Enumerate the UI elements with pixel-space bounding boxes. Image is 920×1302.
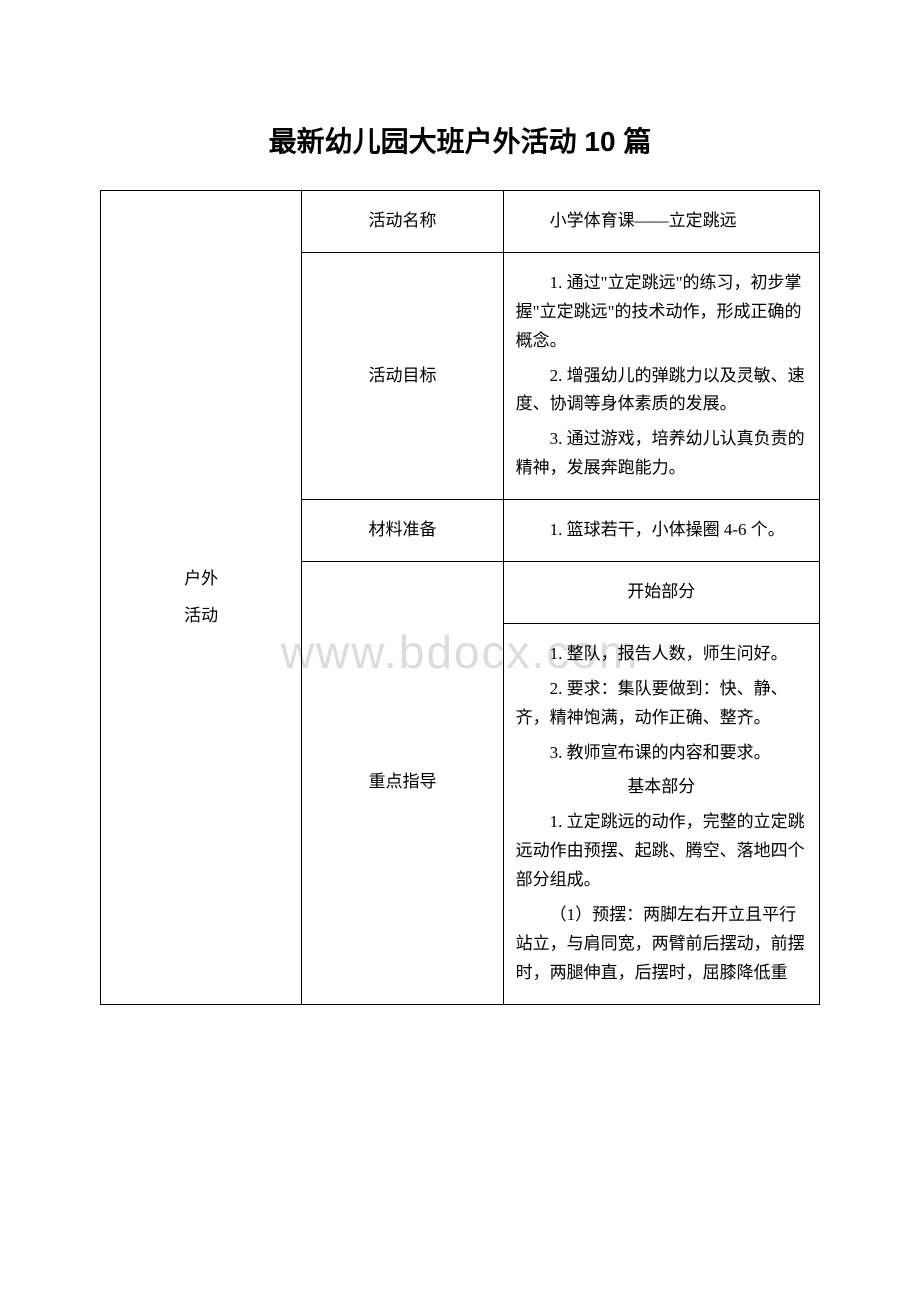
table-wrapper: 户外 活动 活动名称 小学体育课——立定跳远 活动目标 1. 通过"立定跳远"的… xyxy=(100,190,820,1005)
guidance-s2-item-2: （1）预摆：两脚左右开立且平行站立，与肩同宽，两臂前后摆动，前摆时，两腿伸直，后… xyxy=(516,901,807,988)
goal-item-3: 3. 通过游戏，培养幼儿认真负责的精神，发展奔跑能力。 xyxy=(516,425,807,483)
row-label-materials: 材料准备 xyxy=(302,500,503,562)
guidance-section1-title-cell: 开始部分 xyxy=(503,562,819,624)
activity-name-text: 小学体育课——立定跳远 xyxy=(516,207,807,236)
category-line1: 户外 xyxy=(111,560,291,597)
guidance-content: 1. 整队，报告人数，师生问好。 2. 要求：集队要做到：快、静、齐，精神饱满，… xyxy=(503,623,819,1004)
goal-item-2: 2. 增强幼儿的弹跳力以及灵敏、速度、协调等身体素质的发展。 xyxy=(516,362,807,420)
activity-name-content: 小学体育课——立定跳远 xyxy=(503,191,819,253)
guidance-s1-item-1: 1. 整队，报告人数，师生问好。 xyxy=(516,640,807,669)
activity-table: 户外 活动 活动名称 小学体育课——立定跳远 活动目标 1. 通过"立定跳远"的… xyxy=(100,190,820,1005)
goal-item-1: 1. 通过"立定跳远"的练习，初步掌握"立定跳远"的技术动作，形成正确的概念。 xyxy=(516,269,807,356)
activity-goal-content: 1. 通过"立定跳远"的练习，初步掌握"立定跳远"的技术动作，形成正确的概念。 … xyxy=(503,252,819,499)
guidance-section2-title: 基本部分 xyxy=(516,773,807,802)
materials-text: 1. 篮球若干，小体操圈 4-6 个。 xyxy=(516,516,807,545)
page-title: 最新幼儿园大班户外活动 10 篇 xyxy=(100,120,820,160)
materials-content: 1. 篮球若干，小体操圈 4-6 个。 xyxy=(503,500,819,562)
category-cell: 户外 活动 xyxy=(101,191,302,1005)
row-label-guidance: 重点指导 xyxy=(302,562,503,1005)
category-line2: 活动 xyxy=(111,597,291,634)
row-label-activity-goal: 活动目标 xyxy=(302,252,503,499)
row-label-activity-name: 活动名称 xyxy=(302,191,503,253)
guidance-s1-item-2: 2. 要求：集队要做到：快、静、齐，精神饱满，动作正确、整齐。 xyxy=(516,675,807,733)
guidance-s2-item-1: 1. 立定跳远的动作，完整的立定跳远动作由预摆、起跳、腾空、落地四个部分组成。 xyxy=(516,808,807,895)
guidance-s1-item-3: 3. 教师宣布课的内容和要求。 xyxy=(516,739,807,768)
guidance-section1-title: 开始部分 xyxy=(516,578,807,607)
